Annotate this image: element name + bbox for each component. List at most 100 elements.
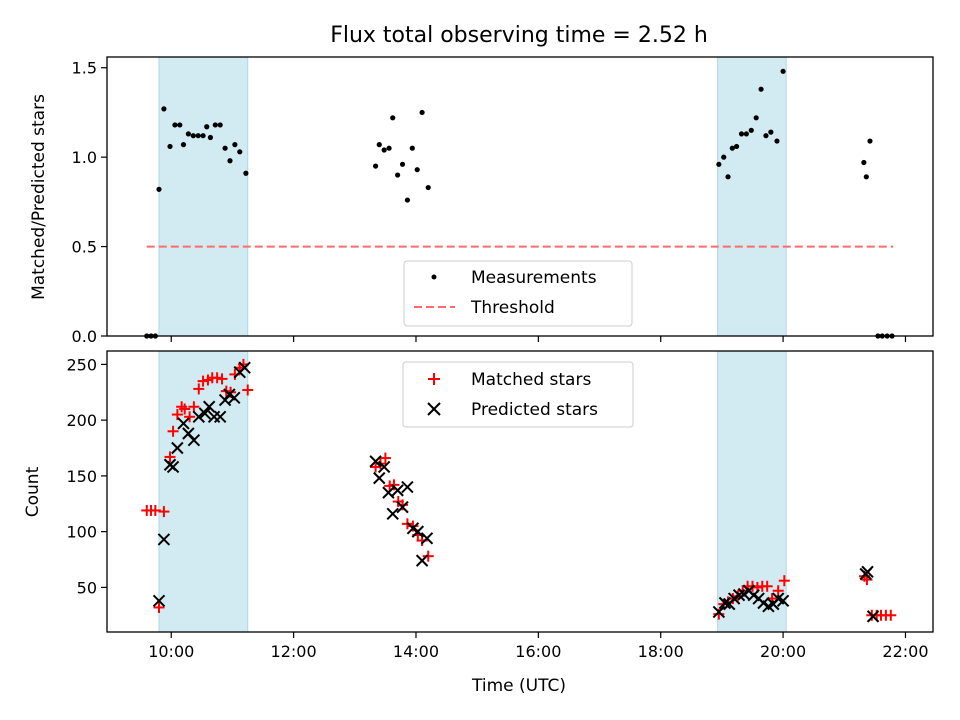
- predicted-star-point: [396, 500, 409, 514]
- matched-star-point: [193, 383, 205, 395]
- measurement-point: [774, 138, 780, 144]
- measurement-point: [867, 138, 873, 144]
- predicted-star-point: [776, 594, 790, 607]
- predicted-star-point: [369, 455, 382, 468]
- x-tick-label: 20:00: [760, 642, 806, 661]
- measurement-point: [204, 124, 210, 130]
- bottom-panel: 10:00 12:00 14:00 16:00 18:00 20:00 22:00 50 10…: [23, 350, 934, 696]
- top-y-tick-label: 0.5: [72, 238, 97, 257]
- x-tick-label: 16:00: [515, 642, 561, 661]
- matched-star-point: [171, 409, 183, 421]
- top-y-tick-label: 1.0: [72, 148, 97, 167]
- top-shaded-bands: [158, 56, 787, 337]
- measurement-point: [748, 127, 754, 133]
- predicted-star-point: [373, 471, 386, 485]
- measurement-point: [222, 145, 228, 151]
- measurement-point: [763, 133, 769, 139]
- matched-star-point: [179, 403, 191, 415]
- predicted-star-point: [391, 484, 404, 497]
- matched-star-point: [422, 550, 434, 562]
- measurement-point: [172, 122, 178, 128]
- legend-predicted-marker: [427, 402, 441, 416]
- predicted-star-point: [187, 433, 201, 447]
- predicted-star-point: [192, 410, 205, 423]
- predicted-star-point: [411, 525, 425, 538]
- measurement-point: [399, 161, 406, 167]
- measurement-point: [733, 143, 740, 150]
- matched-star-point: [153, 601, 165, 613]
- predicted-star-point: [420, 532, 434, 545]
- matched-star-point: [188, 401, 200, 413]
- x-axis-label: Time (UTC): [471, 676, 566, 696]
- predicted-star-point: [861, 565, 874, 578]
- predicted-star-point: [198, 407, 212, 420]
- measurement-point: [195, 133, 201, 139]
- bottom-legend: Matched stars Predicted stars: [402, 361, 634, 428]
- measurement-point: [721, 154, 727, 160]
- predicted-star-point: [238, 361, 251, 374]
- legend-predicted-label: Predicted stars: [471, 400, 598, 420]
- legend-measurements-label: Measurements: [471, 268, 597, 288]
- predicted-star-point: [171, 441, 184, 455]
- matched-star-point: [211, 372, 223, 384]
- matched-star-point: [772, 585, 784, 597]
- x-tick-label: 12:00: [271, 642, 317, 661]
- measurement-point: [386, 145, 392, 151]
- top-legend-box: [403, 260, 633, 327]
- top-shaded-band-1: [717, 56, 787, 337]
- predicted-star-point: [415, 554, 429, 567]
- measurement-point: [768, 129, 774, 135]
- chart-title: Flux total observing time = 2.52 h: [330, 23, 708, 48]
- measurement-point: [729, 145, 735, 151]
- top-panel: 0.0 0.5 1.0 1.5 Matched/Predicted stars Mea…: [29, 56, 934, 346]
- legend-matched-label: Matched stars: [471, 370, 591, 390]
- measurement-point: [373, 163, 379, 169]
- top-y-axis: 0.0 0.5 1.0 1.5: [72, 59, 107, 346]
- top-shaded-band-0: [158, 56, 249, 337]
- bottom-x-axis: 10:00 12:00 14:00 16:00 18:00 20:00 22:00: [148, 632, 929, 661]
- measurement-point: [156, 186, 162, 192]
- x-tick-label: 14:00: [393, 642, 439, 661]
- measurement-point: [177, 122, 183, 128]
- measurement-point: [758, 86, 764, 92]
- x-tick-label: 18:00: [638, 642, 684, 661]
- measurement-point: [725, 174, 731, 180]
- matched-star-point: [713, 608, 725, 620]
- measurement-point: [738, 131, 745, 137]
- measurement-point: [217, 122, 223, 128]
- top-plot-frame: [106, 56, 934, 337]
- bottom-plot-frame: [106, 350, 934, 633]
- measurement-point: [200, 133, 206, 139]
- bottom-y-tick-label: 150: [66, 467, 97, 486]
- predicted-star-point: [202, 400, 216, 413]
- predicted-star-point: [712, 605, 726, 619]
- measurement-point: [190, 133, 196, 139]
- predicted-star-point: [152, 594, 166, 607]
- predicted-star-point: [382, 486, 395, 499]
- predicted-star-point: [228, 391, 241, 405]
- matched-star-point: [184, 411, 196, 423]
- measurement-point: [395, 172, 401, 178]
- predicted-star-point: [401, 480, 414, 494]
- matched-star-point: [149, 504, 161, 516]
- measurement-point: [780, 68, 786, 74]
- measurement-point: [409, 145, 415, 151]
- predicted-star-point: [213, 410, 227, 423]
- predicted-star-point: [177, 417, 190, 430]
- measurement-point: [863, 174, 869, 180]
- matched-star-point: [885, 609, 897, 621]
- measurement-point: [425, 184, 431, 191]
- matched-star-point: [197, 375, 209, 387]
- bottom-legend-box: [402, 361, 634, 428]
- measurement-point: [753, 115, 759, 121]
- matched-star-point: [158, 506, 170, 518]
- measurement-point: [743, 131, 749, 137]
- measurement-point: [861, 159, 867, 166]
- predicted-star-point: [166, 460, 180, 474]
- measurement-point: [207, 134, 214, 141]
- top-y-tick-label: 1.5: [72, 59, 97, 78]
- measurement-point: [716, 161, 722, 167]
- measurement-point: [161, 106, 167, 112]
